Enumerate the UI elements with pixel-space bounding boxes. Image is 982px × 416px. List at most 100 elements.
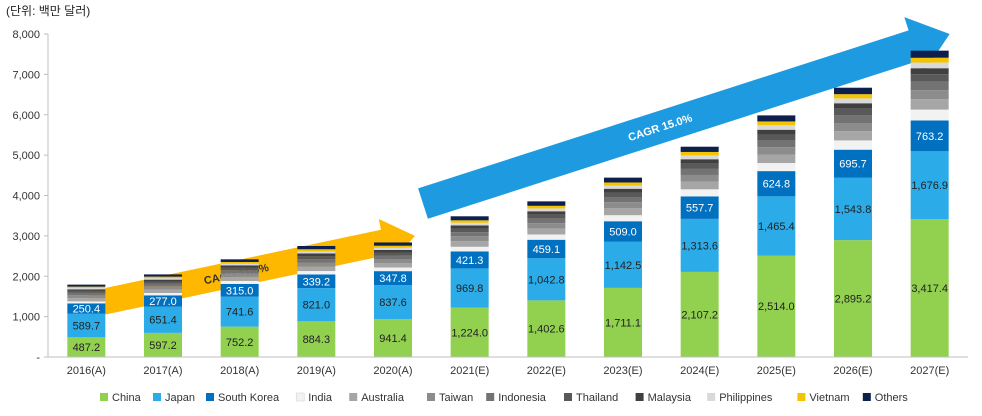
bar-segment <box>144 295 182 307</box>
legend-swatch <box>295 392 305 402</box>
legend-swatch <box>862 393 871 401</box>
bar-segment <box>220 270 259 274</box>
legend-label: Australia <box>361 392 405 404</box>
bar-segment <box>527 208 566 212</box>
bar-segment <box>604 188 642 193</box>
data-label: 597.2 <box>149 340 177 352</box>
bar-segment <box>757 115 796 122</box>
bar-segment <box>757 125 796 130</box>
bar-segment <box>757 129 796 135</box>
bar-segment <box>680 189 719 197</box>
legend-label: Taiwan <box>439 392 473 404</box>
bar-segment <box>144 278 182 280</box>
unit-label: (단위: 백만 달러) <box>6 4 91 18</box>
x-tick-label: 2023(E) <box>603 365 642 377</box>
bar-segment <box>910 81 949 91</box>
bar-segment <box>757 163 796 172</box>
data-label: 347.8 <box>379 273 407 285</box>
bar-segment <box>67 295 106 299</box>
bar-segment <box>450 232 489 237</box>
bar-segment <box>450 222 489 226</box>
bar-segment <box>680 196 719 219</box>
bar-segment <box>757 121 796 126</box>
bar-segment <box>220 273 259 277</box>
bar-segment <box>680 163 719 169</box>
y-tick-label: 8,000 <box>12 29 40 41</box>
data-label: 695.7 <box>839 159 867 171</box>
data-label: 339.2 <box>303 276 331 288</box>
legend-swatch <box>427 393 435 401</box>
bar-segment <box>297 249 336 252</box>
x-tick-label: 2021(E) <box>450 365 489 377</box>
cagr-arrow <box>418 17 950 219</box>
bar-segment <box>297 253 336 257</box>
data-label: 1,465.4 <box>758 221 795 233</box>
bar-segment <box>757 255 796 357</box>
bar-segment <box>604 177 642 183</box>
bar-segment <box>450 246 489 252</box>
data-label: 1,224.0 <box>451 327 488 339</box>
bar-segment <box>527 258 566 301</box>
bar-segment <box>374 247 412 250</box>
data-label: 624.8 <box>763 179 791 191</box>
bar-segment <box>374 263 412 268</box>
bar-segment <box>297 251 336 254</box>
bar-segment <box>527 223 566 229</box>
axes-layer: - 1,000 2,000 3,000 4,000 5,000 6,000 7,000 8,00… <box>12 29 968 377</box>
x-tick-label: 2024(E) <box>680 365 719 377</box>
legend-swatch <box>206 393 214 401</box>
bar-segment <box>527 228 566 235</box>
data-label: 884.3 <box>303 334 331 346</box>
bar-segment <box>527 218 566 224</box>
data-label: 487.2 <box>73 342 101 354</box>
bar-segment <box>297 274 336 289</box>
bar-segment <box>144 281 182 284</box>
bar-segment <box>757 147 796 155</box>
legend-swatch <box>486 393 495 401</box>
bar-segment <box>67 287 106 290</box>
bar-segment <box>67 301 106 304</box>
bar-segment <box>604 215 642 222</box>
bar-segment <box>604 182 642 186</box>
bar-segment <box>834 87 872 95</box>
bar-segment <box>220 276 259 281</box>
bar-segment <box>527 214 566 219</box>
legend: China Japan South Korea India Australia Taiwa… <box>100 392 908 404</box>
bar-segment <box>910 57 949 63</box>
bar-segment <box>67 298 106 302</box>
y-tick-label: 2,000 <box>12 271 40 283</box>
bar-segment <box>834 108 872 116</box>
bar-segment <box>220 259 259 262</box>
bar-segment <box>910 151 949 220</box>
bar-segment <box>374 255 412 260</box>
bar-segment <box>67 313 106 338</box>
legend-label: Others <box>875 392 909 404</box>
bar-segment <box>67 284 106 287</box>
legend-label: South Korea <box>218 392 280 404</box>
data-label: 651.4 <box>149 315 177 327</box>
y-tick-label: 5,000 <box>12 150 40 162</box>
bar-segment <box>450 236 489 242</box>
legend-label: Japan <box>165 392 195 404</box>
bar-segment <box>297 271 336 275</box>
bar-segment <box>67 286 106 288</box>
bar-segment <box>757 140 796 148</box>
data-label: 837.6 <box>379 297 407 309</box>
bar-segment <box>757 196 796 256</box>
bar-segment <box>757 134 796 141</box>
data-label: 941.4 <box>379 333 407 345</box>
data-label: 1,711.1 <box>605 317 641 329</box>
bar-segment <box>220 265 259 268</box>
bar-segment <box>144 279 182 282</box>
bar-segment <box>910 62 949 69</box>
bar-segment <box>527 300 566 357</box>
data-label: 821.0 <box>303 300 331 312</box>
bar-segment <box>604 185 642 189</box>
bar-segment <box>297 321 336 357</box>
legend-swatch <box>153 393 161 401</box>
bar-segment <box>297 259 336 263</box>
bar-segment <box>144 276 182 279</box>
bar-segment <box>374 252 412 256</box>
bar-segment <box>374 245 412 248</box>
bar-segment <box>374 267 412 272</box>
